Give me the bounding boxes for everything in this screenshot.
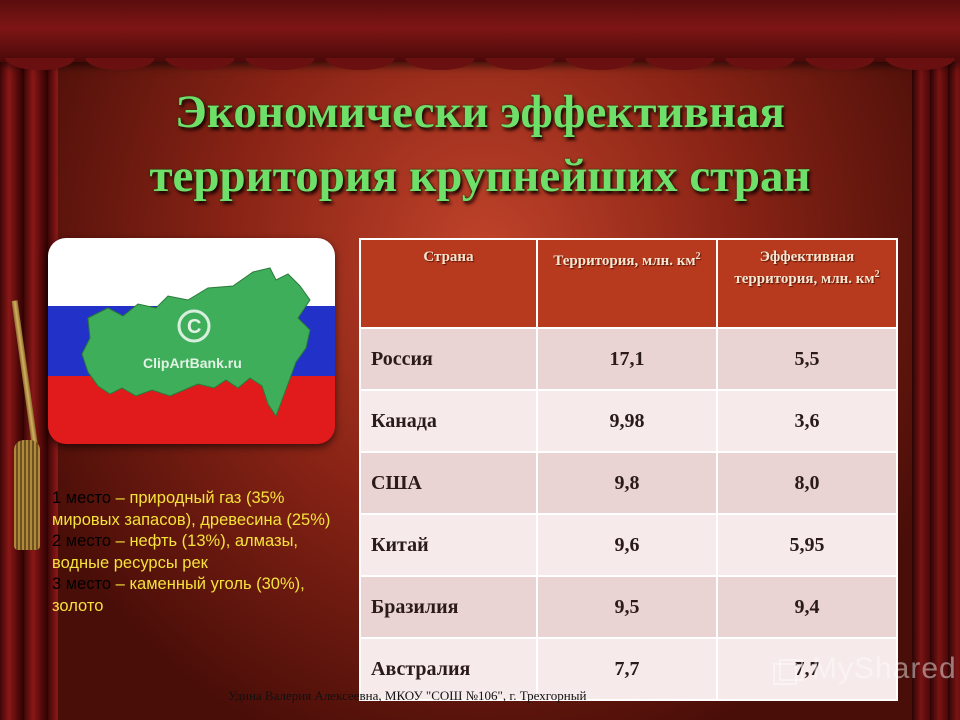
cell-territory: 17,1: [536, 327, 718, 391]
fact-3: 3 место – каменный уголь (30%), золото: [52, 574, 352, 617]
cell-country: Бразилия: [359, 575, 538, 639]
territory-table: Страна Территория, млн. км2 Эффективная …: [359, 238, 898, 701]
cell-effective: 3,6: [716, 389, 898, 453]
svg-text:C: C: [187, 316, 201, 338]
table-header-row: Страна Территория, млн. км2 Эффективная …: [359, 238, 898, 329]
table-row: Россия 17,1 5,5: [359, 327, 898, 391]
curtain-valance: [0, 0, 960, 72]
title-line-2: территория крупнейших стран: [149, 150, 811, 202]
cell-territory: 7,7: [536, 637, 718, 701]
cell-territory: 9,5: [536, 575, 718, 639]
fact-2: 2 место – нефть (13%), алмазы, водные ре…: [52, 531, 352, 574]
cell-territory: 9,8: [536, 451, 718, 515]
table-row: Китай 9,6 5,95: [359, 513, 898, 577]
cell-territory: 9,98: [536, 389, 718, 453]
fact-text: – нефть (13%), алмазы, водные ресурсы ре…: [52, 532, 299, 572]
author-footer: Удина Валерия Алексеевна, МКОУ "СОШ №106…: [228, 688, 587, 703]
fact-rank: 3 место: [52, 575, 112, 594]
cell-country: Россия: [359, 327, 538, 391]
russia-map-icon: C: [81, 267, 311, 418]
cell-country: США: [359, 451, 538, 515]
cell-country: Канада: [359, 389, 538, 453]
table-row: Австралия 7,7 7,7: [359, 637, 898, 701]
cell-effective: 9,4: [716, 575, 898, 639]
fact-text: – каменный уголь (30%), золото: [52, 575, 305, 615]
header-country: Страна: [359, 238, 538, 329]
fact-rank: 2 место: [52, 532, 112, 551]
slide-title: Экономически эффективная территория круп…: [50, 80, 910, 208]
resource-facts: 1 место – природный газ (35% мировых зап…: [52, 488, 352, 618]
russia-flag-map-image: C ClipArtBank.ru: [48, 238, 335, 444]
cell-country: Австралия: [359, 637, 538, 701]
table-row: США 9,8 8,0: [359, 451, 898, 515]
myshared-logo[interactable]: MyShared: [812, 652, 957, 685]
cell-effective: 5,95: [716, 513, 898, 577]
table-row: Канада 9,98 3,6: [359, 389, 898, 453]
fact-text: – природный газ (35% мировых запасов), д…: [52, 489, 331, 529]
cell-country: Китай: [359, 513, 538, 577]
cell-effective: 7,7: [716, 637, 898, 701]
table-row: Бразилия 9,5 9,4: [359, 575, 898, 639]
curtain-right: [912, 0, 960, 720]
cell-effective: 8,0: [716, 451, 898, 515]
cell-territory: 9,6: [536, 513, 718, 577]
image-watermark: ClipArtBank.ru: [143, 355, 242, 371]
cell-effective: 5,5: [716, 327, 898, 391]
curtain-tassel: [14, 440, 40, 550]
header-territory: Территория, млн. км2: [536, 238, 718, 329]
header-effective-territory: Эффективная территория, млн. км2: [716, 238, 898, 329]
fact-rank: 1 место: [52, 489, 112, 507]
title-line-1: Экономически эффективная: [175, 86, 785, 138]
fact-1: 1 место – природный газ (35% мировых зап…: [52, 488, 352, 531]
myshared-logo-icon: [773, 659, 803, 685]
